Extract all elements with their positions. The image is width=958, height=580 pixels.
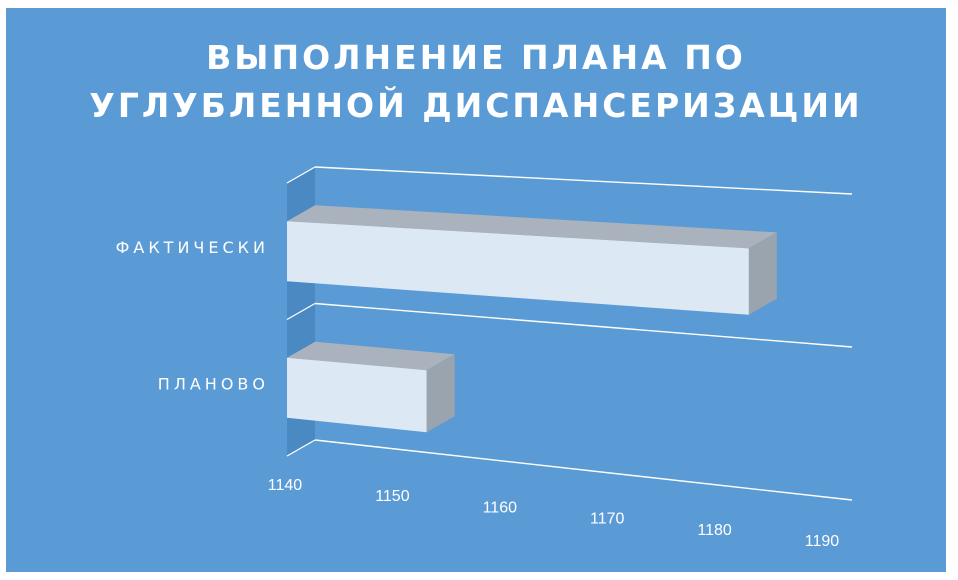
chart-title: ВЫПОЛНЕНИЕ ПЛАНА ПО УГЛУБЛЕННОЙ ДИСПАНСЕ… bbox=[6, 34, 946, 130]
gridline-edge bbox=[286, 166, 316, 184]
bar-1 bbox=[287, 341, 455, 433]
chart-title-line-1: ВЫПОЛНЕНИЕ ПЛАНА ПО bbox=[206, 38, 746, 77]
gridline-edge bbox=[286, 439, 316, 457]
gridline bbox=[314, 439, 853, 501]
chart-title-line-2: УГЛУБЛЕННОЙ ДИСПАНСЕРИЗАЦИИ bbox=[89, 86, 863, 125]
gridline bbox=[314, 302, 853, 348]
category-label: ФАКТИЧЕСКИ bbox=[116, 238, 269, 257]
x-tick-label: 1160 bbox=[483, 499, 518, 516]
chart-x-tick-labels: 1140 1150 1160 1170 1180 1190 bbox=[268, 477, 840, 550]
gridline bbox=[314, 166, 853, 195]
x-tick-label: 1140 bbox=[268, 477, 303, 494]
chart-category-labels: ПЛАНОВО ФАКТИЧЕСКИ bbox=[116, 238, 269, 394]
bar-front-face bbox=[287, 357, 427, 433]
bar-top-face bbox=[287, 205, 777, 249]
bar-2 bbox=[287, 205, 777, 315]
x-tick-label: 1150 bbox=[375, 488, 410, 505]
bar-top-face bbox=[287, 341, 455, 371]
chart-frame: ВЫПОЛНЕНИЕ ПЛАНА ПО УГЛУБЛЕННОЙ ДИСПАНСЕ… bbox=[6, 8, 946, 572]
bar-side-face bbox=[426, 354, 455, 433]
category-label: ПЛАНОВО bbox=[158, 374, 269, 393]
x-tick-label: 1170 bbox=[590, 511, 625, 528]
bar-front-face bbox=[287, 221, 749, 315]
bar-side-face bbox=[748, 232, 777, 315]
x-tick-label: 1190 bbox=[805, 533, 840, 550]
chart-gridlines bbox=[286, 166, 853, 501]
x-tick-label: 1180 bbox=[697, 522, 732, 539]
chart-bars bbox=[287, 205, 777, 433]
gridline-edge bbox=[286, 302, 316, 321]
